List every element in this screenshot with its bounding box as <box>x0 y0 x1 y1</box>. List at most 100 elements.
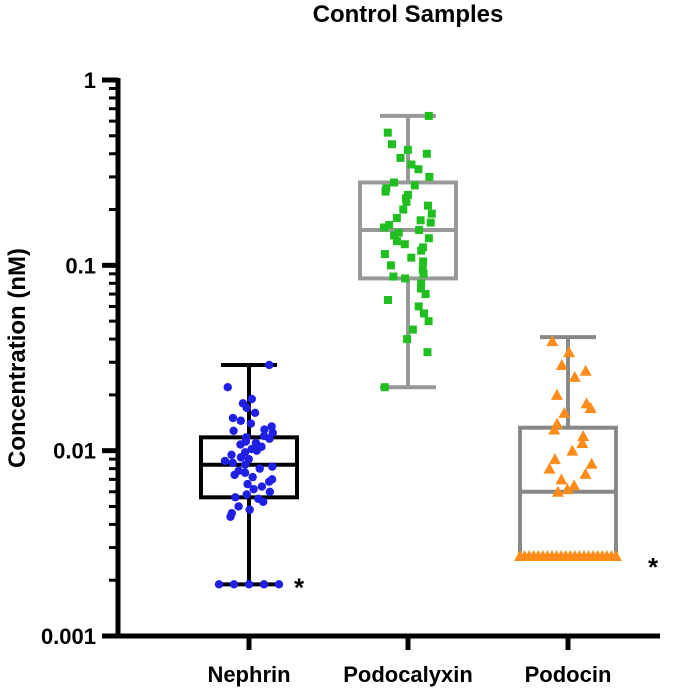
data-point <box>417 246 426 255</box>
significance-marker: * <box>294 572 305 602</box>
data-point <box>399 205 408 214</box>
y-axis-label: Concentration (nM) <box>4 248 31 468</box>
data-point <box>264 477 274 486</box>
data-point <box>243 479 252 489</box>
data-point <box>223 383 232 392</box>
data-point <box>392 237 401 246</box>
data-point <box>579 467 592 479</box>
data-point <box>400 240 409 249</box>
data-point <box>260 425 269 434</box>
data-point <box>585 457 598 469</box>
y-tick-label: 1 <box>84 68 96 93</box>
data-point <box>214 580 224 589</box>
data-point <box>568 479 581 491</box>
data-point <box>248 472 257 482</box>
data-point <box>563 346 576 358</box>
data-point <box>410 181 419 190</box>
data-point <box>236 440 245 449</box>
data-point <box>265 487 275 496</box>
data-point <box>252 446 261 455</box>
data-point <box>230 470 239 480</box>
chart-title: Control Samples <box>313 1 504 28</box>
data-point <box>386 261 395 270</box>
data-point <box>259 497 268 506</box>
data-point <box>422 149 431 158</box>
data-point <box>267 422 276 431</box>
data-point <box>380 383 389 392</box>
data-point <box>244 580 254 589</box>
data-point <box>389 272 398 281</box>
data-point <box>401 274 410 283</box>
data-point <box>250 408 260 418</box>
data-point <box>558 406 571 418</box>
data-point <box>414 302 423 311</box>
data-point <box>424 111 433 120</box>
data-point <box>242 403 251 413</box>
data-point <box>415 226 424 235</box>
box-group-nephrin: * <box>199 360 305 602</box>
data-point <box>246 419 256 428</box>
data-point <box>226 512 235 521</box>
data-point <box>380 223 389 232</box>
data-point <box>220 456 230 466</box>
data-point <box>249 484 258 494</box>
y-tick-label: 0.001 <box>41 624 96 649</box>
x-tick-label: Podocin <box>525 662 612 687</box>
data-point <box>419 269 428 278</box>
data-point <box>546 335 559 347</box>
data-point <box>584 401 597 413</box>
data-point <box>576 436 589 448</box>
data-point <box>274 580 284 589</box>
data-point <box>229 580 239 589</box>
data-point <box>403 145 412 154</box>
data-point <box>265 360 274 370</box>
axes: 0.001 0.01 0.1 1 Nephrin Podocalyxin Podocin <box>41 68 660 687</box>
data-point <box>414 165 423 174</box>
data-point <box>416 284 425 293</box>
data-point <box>416 216 425 225</box>
data-point <box>240 468 250 477</box>
data-point <box>610 550 622 562</box>
data-point <box>577 429 590 441</box>
data-point <box>242 490 251 499</box>
data-point <box>403 335 412 344</box>
data-point <box>268 462 277 471</box>
data-point <box>408 325 417 334</box>
data-point <box>228 458 237 468</box>
data-point <box>392 214 401 223</box>
data-point <box>265 434 274 443</box>
data-point <box>396 153 405 162</box>
data-point <box>424 317 433 326</box>
data-point <box>550 388 563 400</box>
data-point <box>229 426 238 435</box>
data-point <box>381 187 390 196</box>
data-point <box>257 482 267 491</box>
data-point <box>555 358 568 370</box>
data-point <box>245 505 254 514</box>
data-point <box>234 502 243 511</box>
data-point <box>383 296 392 305</box>
data-point <box>236 453 246 462</box>
data-point <box>423 348 432 357</box>
data-point <box>425 172 434 181</box>
data-point <box>579 364 592 376</box>
y-tick-label: 0.01 <box>53 439 96 464</box>
data-point <box>228 413 238 423</box>
data-point <box>255 464 264 473</box>
data-point <box>424 234 433 243</box>
data-point <box>407 253 416 262</box>
data-point <box>240 460 250 469</box>
data-point <box>423 201 432 210</box>
data-point <box>394 228 403 237</box>
data-point <box>236 416 245 425</box>
data-point <box>568 370 581 382</box>
data-point <box>420 309 429 318</box>
data-point <box>427 209 436 218</box>
plot-area: ** <box>199 111 659 602</box>
data-point <box>227 450 236 459</box>
significance-marker: * <box>648 552 659 582</box>
x-tick-label: Podocalyxin <box>343 662 473 687</box>
data-point <box>407 160 416 169</box>
data-point <box>548 423 561 435</box>
